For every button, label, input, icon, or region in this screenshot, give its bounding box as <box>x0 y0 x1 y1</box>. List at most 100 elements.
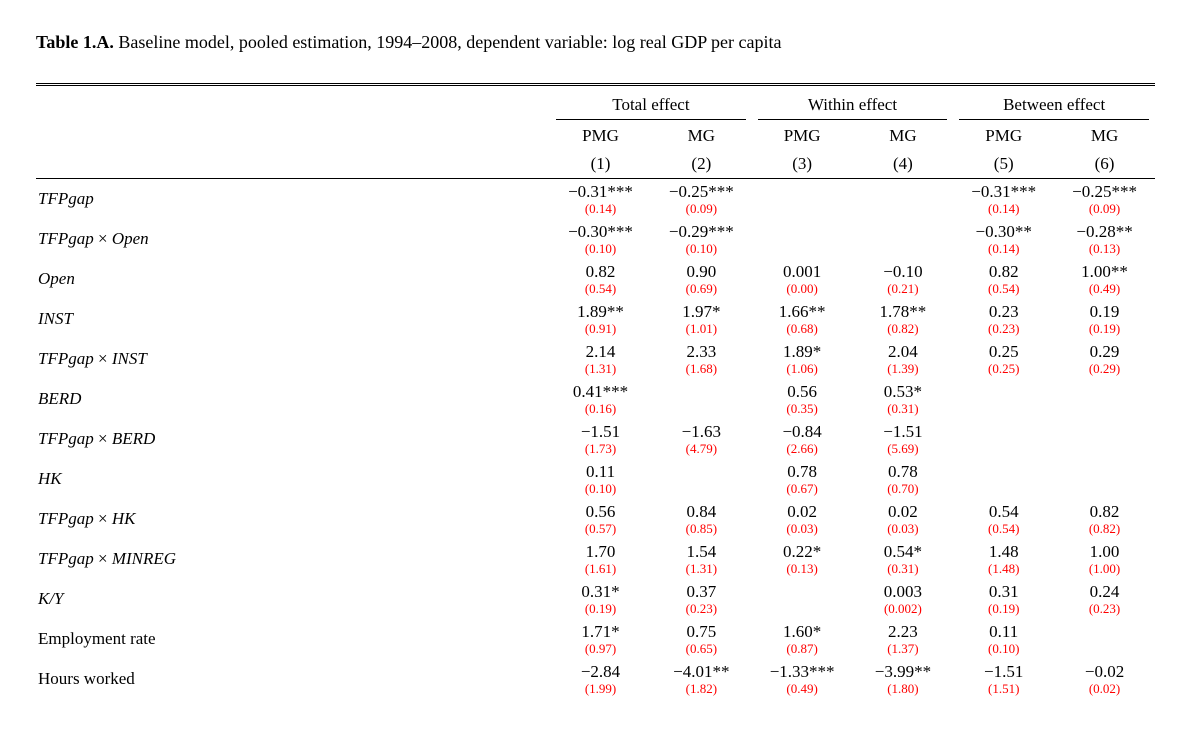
cell-stderr: (1.37) <box>853 642 954 656</box>
row-label: Hours worked <box>36 659 550 699</box>
col-id: (3) <box>752 150 853 179</box>
cell-value: 0.54 <box>953 503 1054 521</box>
cell <box>752 219 853 259</box>
caption-prefix: Table 1.A. <box>36 32 114 52</box>
row-label: TFPgap <box>36 179 550 220</box>
cell-value: 0.11 <box>953 623 1054 641</box>
cell: 0.41***(0.16) <box>550 379 651 419</box>
cell-value: 0.11 <box>550 463 651 481</box>
cell: 0.54*(0.31) <box>853 539 954 579</box>
cell-value: −0.30** <box>953 223 1054 241</box>
table-row: TFPgap × Open−0.30***(0.10)−0.29***(0.10… <box>36 219 1155 259</box>
col-sub: MG <box>1054 122 1155 150</box>
cell <box>953 459 1054 499</box>
cell: −1.63(4.79) <box>651 419 752 459</box>
cell-value: 0.82 <box>1054 503 1155 521</box>
cell: 0.11(0.10) <box>550 459 651 499</box>
cell: 0.82(0.54) <box>953 259 1054 299</box>
cell-value: 0.02 <box>853 503 954 521</box>
row-label: Employment rate <box>36 619 550 659</box>
cell-value: 1.54 <box>651 543 752 561</box>
cell-value: 1.00** <box>1054 263 1155 281</box>
cell: −0.02(0.02) <box>1054 659 1155 699</box>
cell-stderr: (0.09) <box>1054 202 1155 216</box>
cell-stderr: (0.69) <box>651 282 752 296</box>
cell: 0.56(0.35) <box>752 379 853 419</box>
cell <box>1054 619 1155 659</box>
cell-value: 1.89* <box>752 343 853 361</box>
cell-stderr: (0.31) <box>853 402 954 416</box>
cell: −3.99**(1.80) <box>853 659 954 699</box>
cell-stderr: (0.19) <box>1054 322 1155 336</box>
table-row: Employment rate1.71*(0.97)0.75(0.65)1.60… <box>36 619 1155 659</box>
table-row: BERD0.41***(0.16)0.56(0.35)0.53*(0.31) <box>36 379 1155 419</box>
cell: 1.70(1.61) <box>550 539 651 579</box>
cell: 0.82(0.82) <box>1054 499 1155 539</box>
cell: 1.78**(0.82) <box>853 299 954 339</box>
cell-value: 0.82 <box>550 263 651 281</box>
cell-value: 0.02 <box>752 503 853 521</box>
table-row: TFPgap × INST2.14(1.31)2.33(1.68)1.89*(1… <box>36 339 1155 379</box>
page: { "caption": { "prefix": "Table 1.A.", "… <box>0 0 1191 739</box>
cell <box>1054 459 1155 499</box>
cell: 1.54(1.31) <box>651 539 752 579</box>
cell-stderr: (0.82) <box>853 322 954 336</box>
cell-value: 0.78 <box>853 463 954 481</box>
cell-stderr: (0.35) <box>752 402 853 416</box>
cell: −1.51(1.51) <box>953 659 1054 699</box>
cell-value: 0.19 <box>1054 303 1155 321</box>
col-id: (4) <box>853 150 954 179</box>
cell: −1.33***(0.49) <box>752 659 853 699</box>
cell-value: −0.25*** <box>651 183 752 201</box>
cell: 2.23(1.37) <box>853 619 954 659</box>
col-id: (6) <box>1054 150 1155 179</box>
cell: 0.29(0.29) <box>1054 339 1155 379</box>
row-label: TFPgap × MINREG <box>36 539 550 579</box>
group-label: Between effect <box>999 95 1109 119</box>
cell: 1.89*(1.06) <box>752 339 853 379</box>
cell: 1.71*(0.97) <box>550 619 651 659</box>
cell-stderr: (0.49) <box>752 682 853 696</box>
cell: 0.84(0.85) <box>651 499 752 539</box>
cell-value: −0.31*** <box>953 183 1054 201</box>
cell-stderr: (0.14) <box>953 202 1054 216</box>
cell-stderr: (1.80) <box>853 682 954 696</box>
cell: −0.84(2.66) <box>752 419 853 459</box>
cell-value: 0.003 <box>853 583 954 601</box>
cell-value: 0.22* <box>752 543 853 561</box>
cell: 2.33(1.68) <box>651 339 752 379</box>
cell-stderr: (1.68) <box>651 362 752 376</box>
cell-stderr: (0.13) <box>1054 242 1155 256</box>
cell-stderr: (0.91) <box>550 322 651 336</box>
group-label: Within effect <box>804 95 901 119</box>
cell-stderr: (0.85) <box>651 522 752 536</box>
cell-stderr: (0.49) <box>1054 282 1155 296</box>
cell-stderr: (0.23) <box>651 602 752 616</box>
cell-stderr: (1.51) <box>953 682 1054 696</box>
cell-value: −3.99** <box>853 663 954 681</box>
cell: −0.25***(0.09) <box>1054 179 1155 220</box>
cell-value: 0.25 <box>953 343 1054 361</box>
cell-value: 0.78 <box>752 463 853 481</box>
cell-stderr: (1.06) <box>752 362 853 376</box>
cell-stderr: (1.01) <box>651 322 752 336</box>
cell: −1.51(5.69) <box>853 419 954 459</box>
cell-value: 0.90 <box>651 263 752 281</box>
cell: 0.11(0.10) <box>953 619 1054 659</box>
cell-value: 2.14 <box>550 343 651 361</box>
cell-value: 1.66** <box>752 303 853 321</box>
cell: 1.89**(0.91) <box>550 299 651 339</box>
cell-stderr: (0.54) <box>953 522 1054 536</box>
cell: 1.00(1.00) <box>1054 539 1155 579</box>
table-row: TFPgap × BERD−1.51(1.73)−1.63(4.79)−0.84… <box>36 419 1155 459</box>
cell-value: −0.31*** <box>550 183 651 201</box>
cell: 0.22*(0.13) <box>752 539 853 579</box>
cell-value: −0.02 <box>1054 663 1155 681</box>
cell: −0.29***(0.10) <box>651 219 752 259</box>
cell-stderr: (0.70) <box>853 482 954 496</box>
cell-value: −1.51 <box>853 423 954 441</box>
cell-stderr: (0.23) <box>953 322 1054 336</box>
cell-stderr: (0.54) <box>550 282 651 296</box>
cell: 0.19(0.19) <box>1054 299 1155 339</box>
cell-value: 0.23 <box>953 303 1054 321</box>
